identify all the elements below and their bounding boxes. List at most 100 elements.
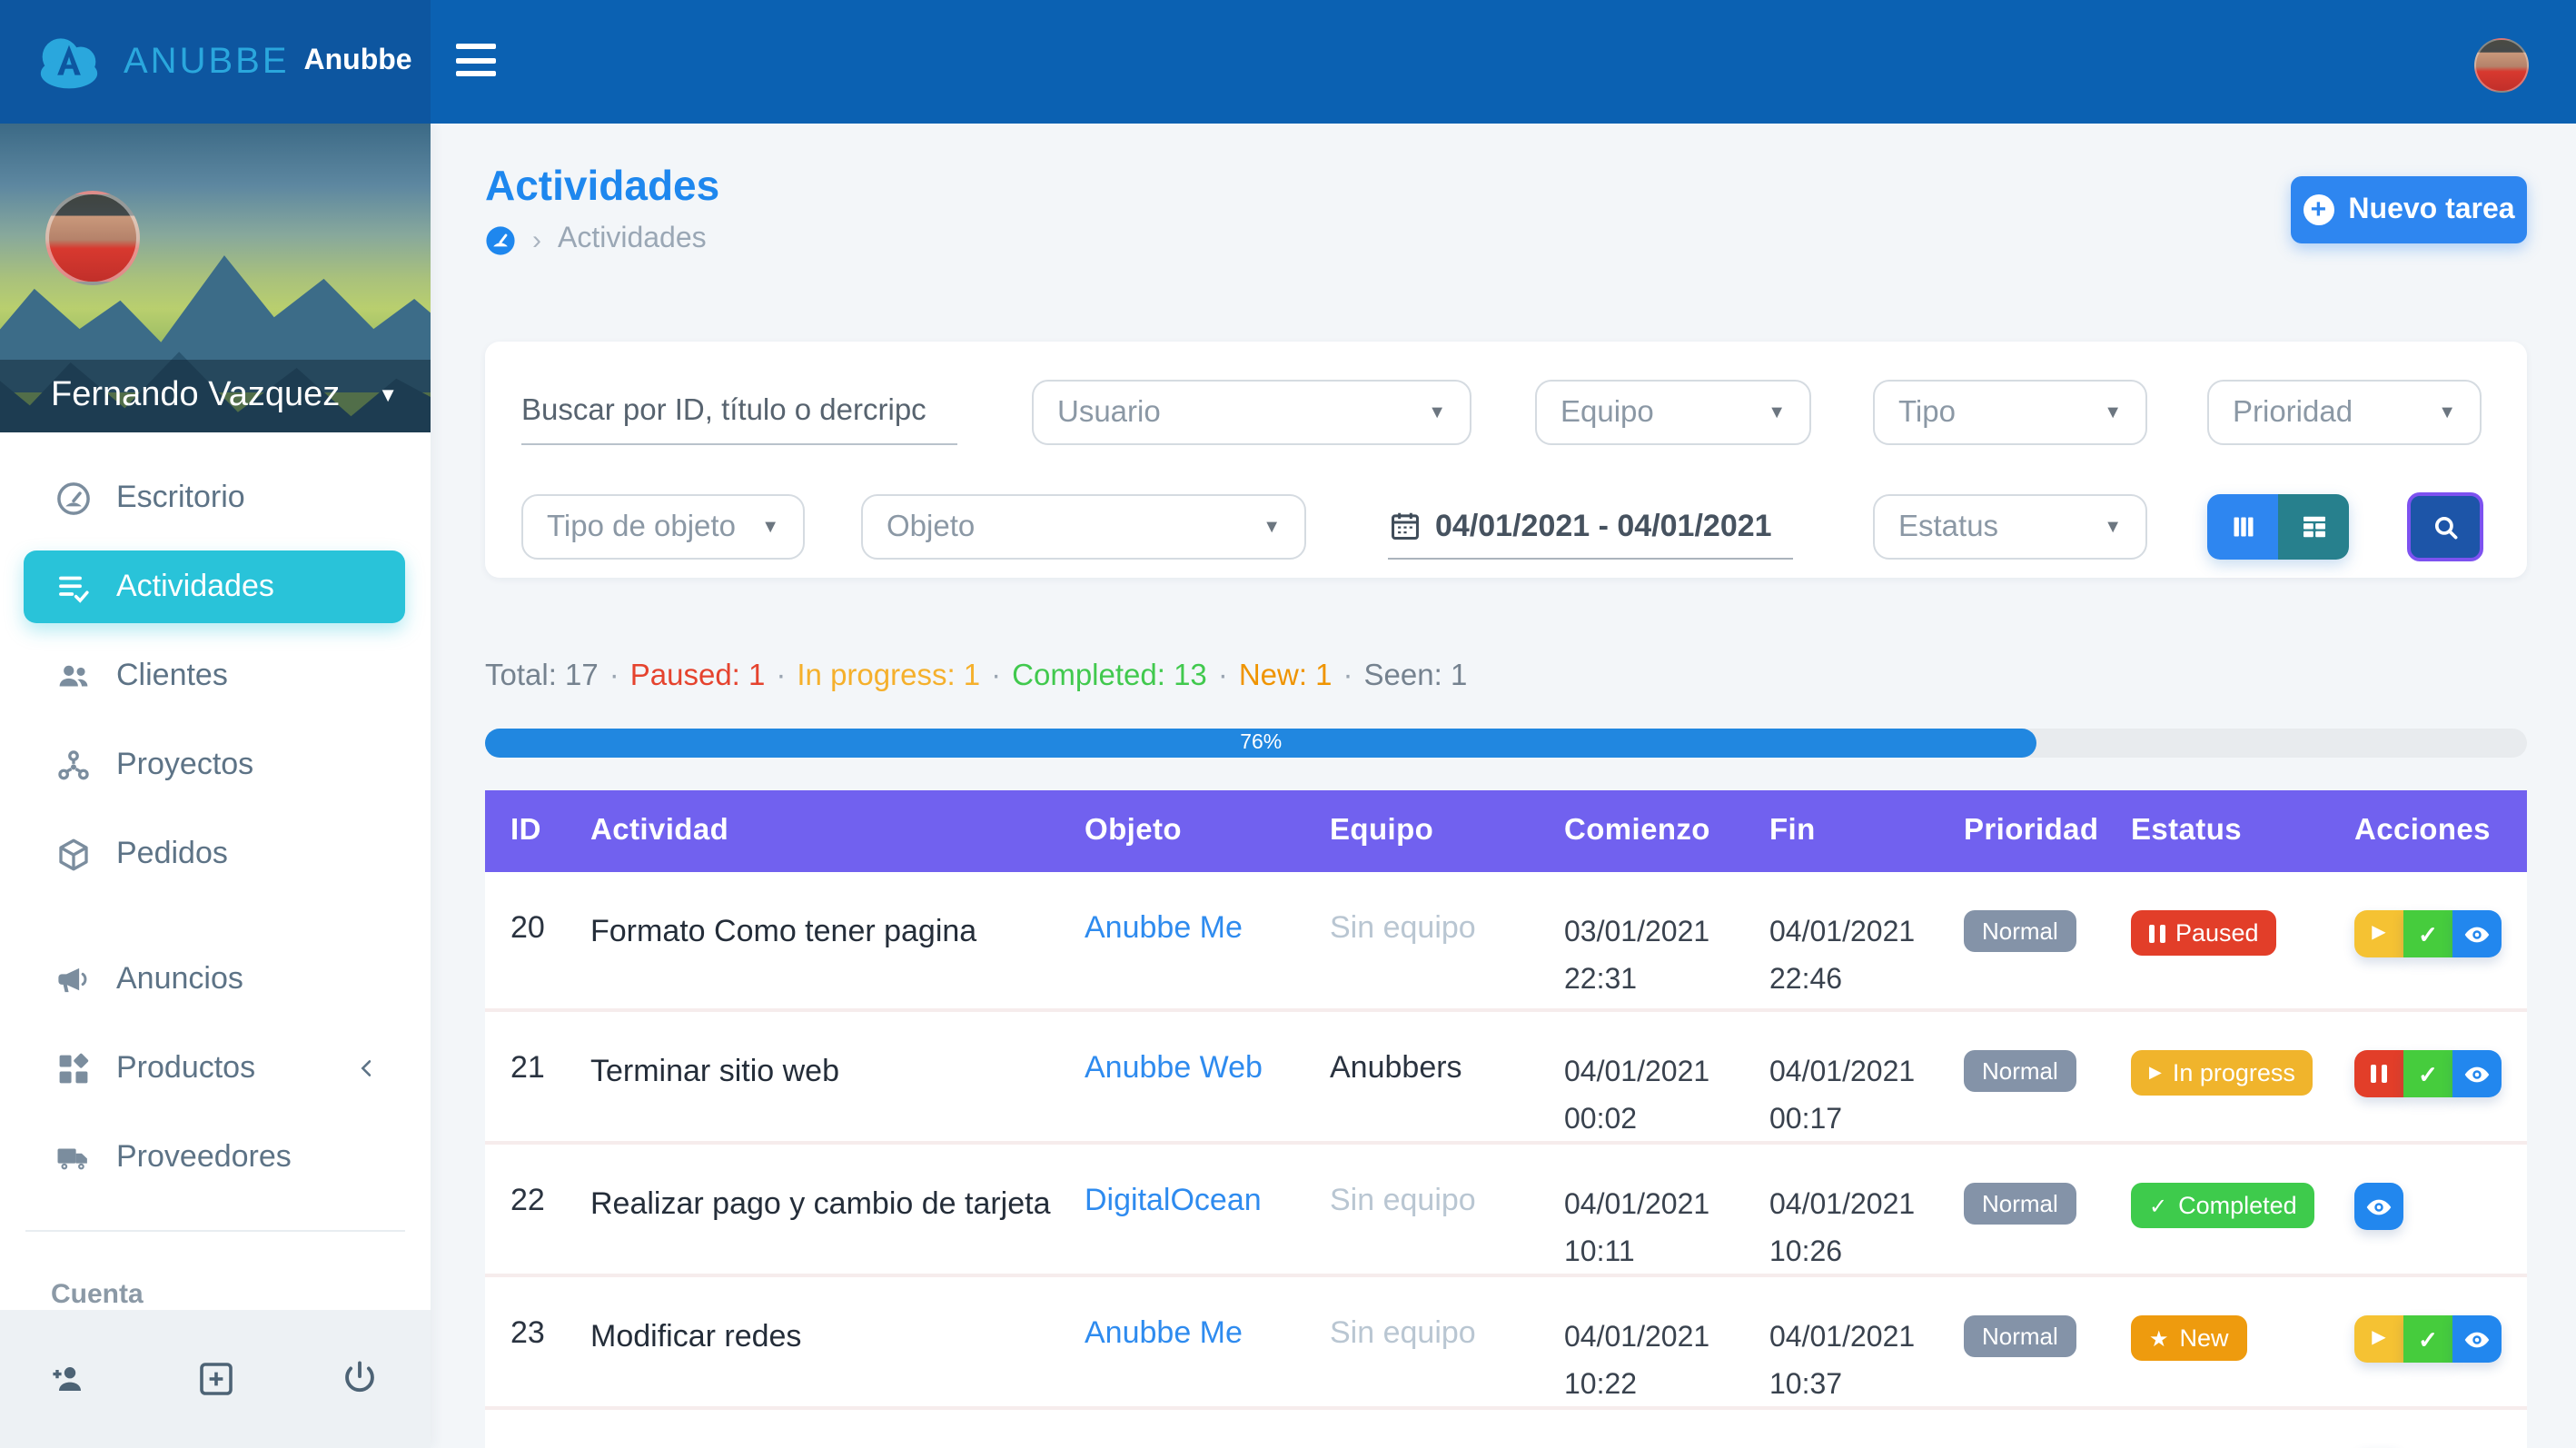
row-id: 21 xyxy=(510,1050,545,1085)
sidebar-item-proveedores[interactable]: Proveedores xyxy=(24,1121,405,1194)
team-label: Anubbers xyxy=(1330,1050,1462,1085)
column-header-prioridad[interactable]: Prioridad xyxy=(1964,814,2099,847)
eye-icon xyxy=(2463,920,2491,947)
sidebar-item-clientes[interactable]: Clientes xyxy=(24,640,405,712)
hamburger-menu-button[interactable] xyxy=(456,44,496,78)
plus-square-icon xyxy=(193,1357,237,1401)
view-toggle-group xyxy=(2207,494,2349,560)
eye-icon xyxy=(2463,1060,2491,1087)
activity-title: Formato Como tener pagina xyxy=(590,914,977,948)
action-check-button[interactable]: ✓ xyxy=(2403,1315,2452,1363)
progress-fill: 76% xyxy=(485,729,2037,758)
progress-bar: 76% xyxy=(485,729,2527,758)
pause-icon xyxy=(2371,1065,2387,1083)
usuario-select[interactable]: Usuario ▼ xyxy=(1032,380,1471,445)
object-link[interactable]: Anubbe Web xyxy=(1085,1050,1263,1085)
profile-name-bar[interactable]: Fernando Vazquez ▼ xyxy=(0,360,431,432)
brand-logo[interactable]: ANUBBE Anubbe xyxy=(0,0,431,124)
filter-search-button[interactable] xyxy=(2407,492,2483,561)
sidebar-footer xyxy=(0,1310,431,1448)
breadcrumb-home-icon[interactable] xyxy=(485,224,516,255)
caret-down-icon: ▼ xyxy=(2104,402,2122,422)
account-section-label: Cuenta xyxy=(51,1279,144,1310)
column-header-acciones[interactable]: Acciones xyxy=(2354,814,2491,847)
grid-icon xyxy=(54,1049,93,1087)
chevron-left-icon xyxy=(354,1056,380,1081)
person-add-icon xyxy=(47,1357,91,1401)
check-icon: ✓ xyxy=(2418,920,2438,947)
date-range-field[interactable]: 04/01/2021 - 04/01/2021 xyxy=(1388,494,1793,560)
table-row: 21 Terminar sitio web Anubbe Web Anubbers 04… xyxy=(485,1012,2527,1145)
logout-button[interactable] xyxy=(340,1357,383,1401)
action-play-button[interactable]: ▶ xyxy=(2354,1315,2403,1363)
stat-new: New: 1 xyxy=(1238,660,1333,692)
action-pause-button[interactable] xyxy=(2354,1050,2403,1097)
stat-total: Total: 17 xyxy=(485,660,599,692)
priority-badge: Normal xyxy=(1964,1050,2076,1092)
end-datetime: 04/01/2021 10:37 xyxy=(1769,1323,1916,1402)
column-header-equipo[interactable]: Equipo xyxy=(1330,814,1434,847)
action-check-button[interactable]: ✓ xyxy=(2403,1050,2452,1097)
main-content: Actividades › Actividades + Nuevo tarea … xyxy=(431,124,2576,1448)
add-item-button[interactable] xyxy=(193,1357,237,1401)
row-actions: ▶ ✓ xyxy=(2354,910,2527,957)
priority-badge: Normal xyxy=(1964,910,2076,952)
view-toggle-table-button[interactable] xyxy=(2278,494,2349,560)
date-range-text: 04/01/2021 - 04/01/2021 xyxy=(1435,508,1772,542)
table-row: 23 Modificar redes Anubbe Me Sin equipo 04/0… xyxy=(485,1277,2527,1410)
tipo-objeto-select[interactable]: Tipo de objeto ▼ xyxy=(521,494,805,560)
new-task-button[interactable]: + Nuevo tarea xyxy=(2291,176,2527,243)
sidebar-item-productos[interactable]: Productos xyxy=(24,1032,405,1105)
sidebar-item-escritorio[interactable]: Escritorio xyxy=(24,461,405,534)
column-header-actividad[interactable]: Actividad xyxy=(590,814,729,847)
sidebar-item-label: Proyectos xyxy=(116,747,254,781)
view-toggle-columns-button[interactable] xyxy=(2207,494,2278,560)
column-header-objeto[interactable]: Objeto xyxy=(1085,814,1182,847)
team-label: Sin equipo xyxy=(1330,1315,1476,1350)
sidebar-item-label: Actividades xyxy=(116,569,274,603)
topbar-user-avatar[interactable] xyxy=(2474,38,2529,93)
sidebar-item-proyectos[interactable]: Proyectos xyxy=(24,729,405,801)
object-link[interactable]: Anubbe Me xyxy=(1085,910,1243,945)
action-eye-button[interactable] xyxy=(2452,1050,2502,1097)
profile-avatar[interactable] xyxy=(45,191,140,285)
action-play-button[interactable]: ▶ xyxy=(2354,910,2403,957)
objeto-select[interactable]: Objeto ▼ xyxy=(861,494,1306,560)
activity-title: Terminar sitio web xyxy=(590,1054,839,1088)
sidebar-item-actividades[interactable]: Actividades xyxy=(24,550,405,623)
column-header-fin[interactable]: Fin xyxy=(1769,814,1816,847)
start-datetime: 04/01/2021 10:22 xyxy=(1564,1323,1710,1402)
estatus-select[interactable]: Estatus ▼ xyxy=(1873,494,2147,560)
sidebar-item-label: Anuncios xyxy=(116,961,243,996)
stat-paused: Paused: 1 xyxy=(629,660,766,692)
column-header-id[interactable]: ID xyxy=(510,814,541,847)
caret-down-icon: ▼ xyxy=(761,517,779,537)
end-datetime: 04/01/2021 22:46 xyxy=(1769,917,1916,997)
action-check-button[interactable]: ✓ xyxy=(2403,910,2452,957)
search-input[interactable] xyxy=(521,380,957,445)
row-id: 20 xyxy=(510,910,545,945)
row-actions: ▶ ✓ xyxy=(2354,1315,2527,1363)
equipo-select[interactable]: Equipo ▼ xyxy=(1535,380,1811,445)
prioridad-select[interactable]: Prioridad ▼ xyxy=(2207,380,2482,445)
add-user-button[interactable] xyxy=(47,1357,91,1401)
topbar: ANUBBE Anubbe xyxy=(0,0,2576,124)
row-id: 23 xyxy=(510,1315,545,1350)
sidebar-divider xyxy=(25,1230,405,1232)
object-link[interactable]: DigitalOcean xyxy=(1085,1183,1262,1217)
tipo-select[interactable]: Tipo ▼ xyxy=(1873,380,2147,445)
status-badge: Paused xyxy=(2131,910,2277,956)
action-eye-button[interactable] xyxy=(2354,1183,2403,1230)
sidebar-item-anuncios[interactable]: Anuncios xyxy=(24,943,405,1016)
column-header-estatus[interactable]: Estatus xyxy=(2131,814,2243,847)
action-eye-button[interactable] xyxy=(2452,910,2502,957)
priority-badge: Normal xyxy=(1964,1315,2076,1357)
object-link[interactable]: Anubbe Me xyxy=(1085,1315,1243,1350)
team-label: Sin equipo xyxy=(1330,910,1476,945)
action-eye-button[interactable] xyxy=(2452,1315,2502,1363)
end-datetime: 04/01/2021 10:26 xyxy=(1769,1190,1916,1269)
table-header: ID Actividad Objeto Equipo Comienzo Fin Priori… xyxy=(485,790,2527,872)
sidebar-item-pedidos[interactable]: Pedidos xyxy=(24,818,405,890)
hamburger-icon xyxy=(456,44,496,49)
column-header-comienzo[interactable]: Comienzo xyxy=(1564,814,1710,847)
